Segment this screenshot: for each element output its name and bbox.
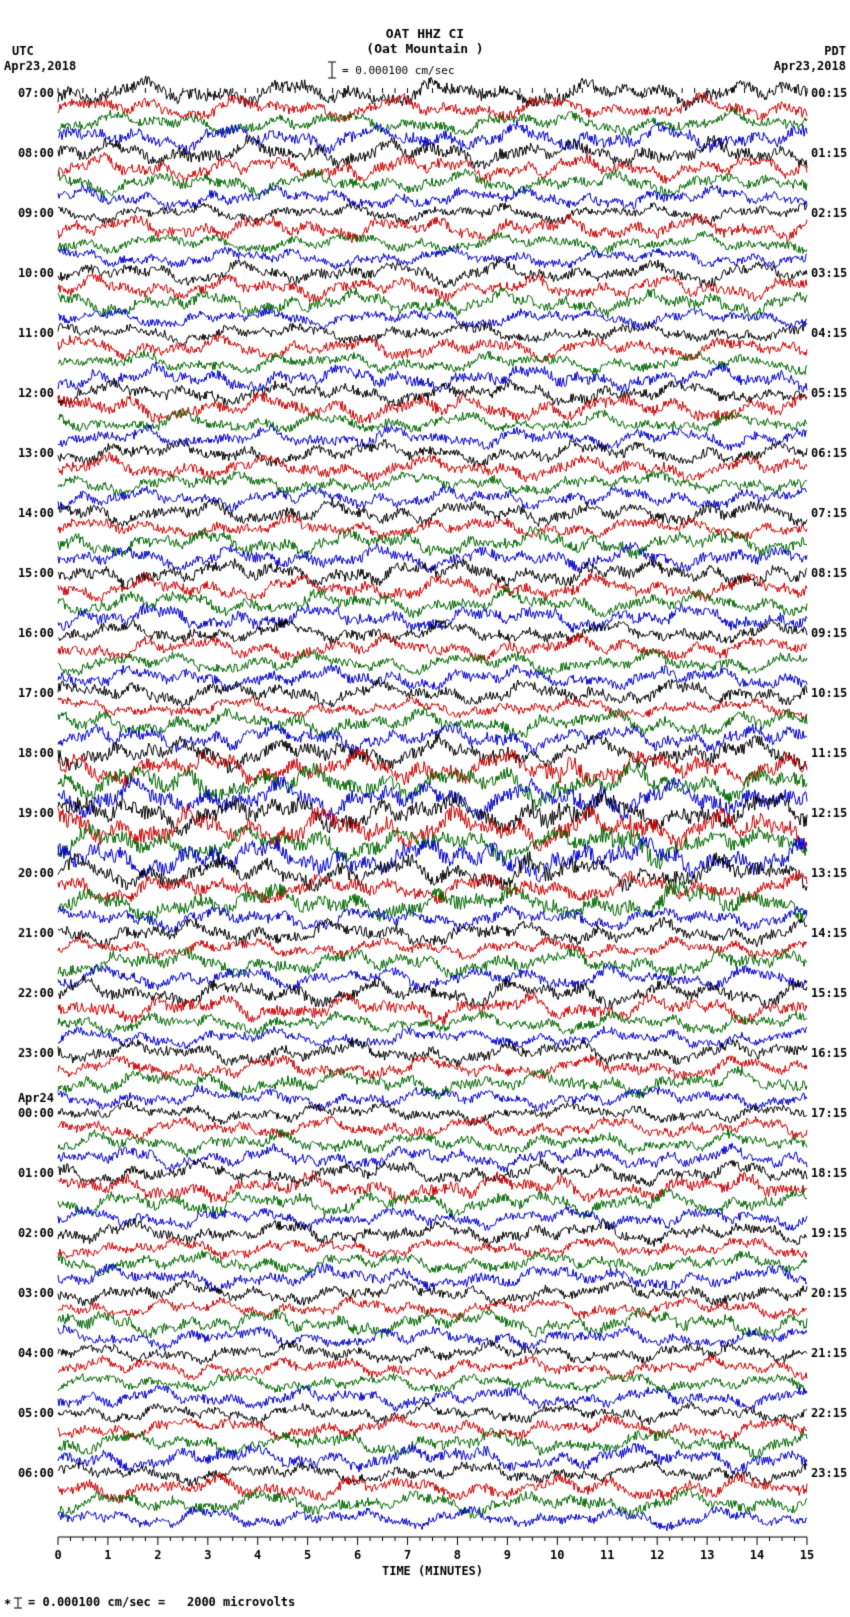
helicorder-plot (0, 0, 850, 1613)
